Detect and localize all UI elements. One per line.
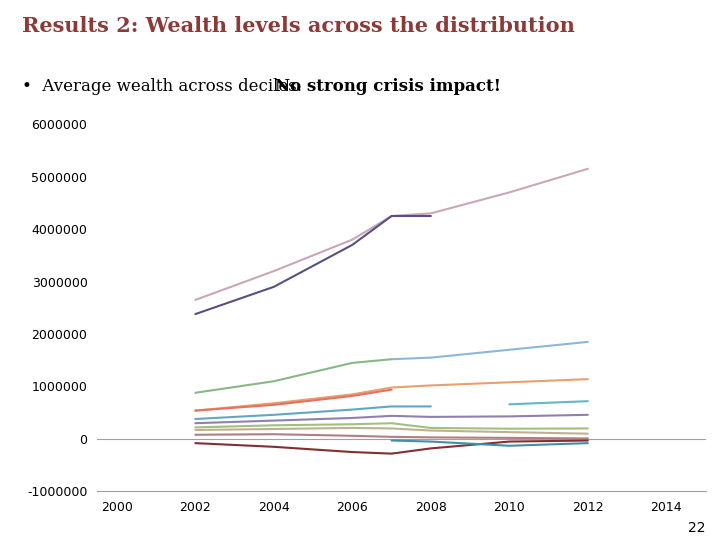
Text: 22: 22 [688,521,706,535]
Text: No strong crisis impact!: No strong crisis impact! [275,78,501,94]
Text: Results 2: Wealth levels across the distribution: Results 2: Wealth levels across the dist… [22,16,575,36]
Text: •  Average wealth across deciles.: • Average wealth across deciles. [22,78,307,94]
